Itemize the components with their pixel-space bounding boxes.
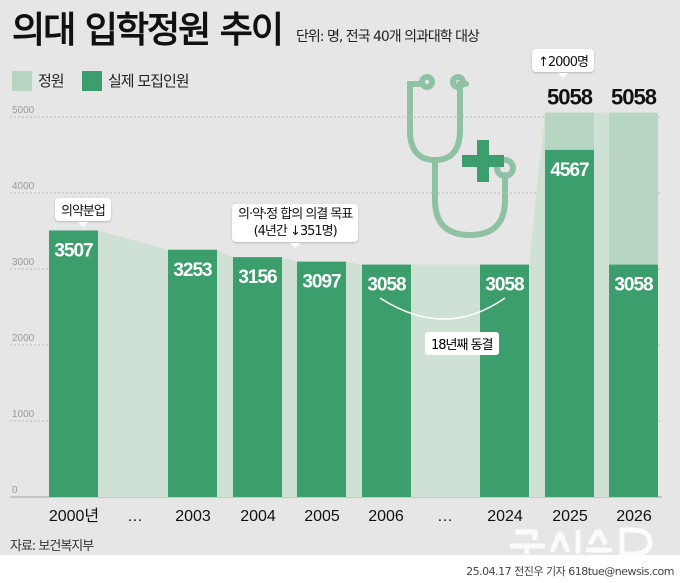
callout-increase: ↑2000명 — [532, 49, 594, 78]
bar-actual — [362, 264, 411, 497]
value-label-actual: 3097 — [302, 272, 341, 293]
bar-actual — [297, 261, 346, 497]
x-tick-label: 2025 — [552, 508, 588, 525]
x-tick-label: 2026 — [616, 508, 652, 525]
x-tick-label: 2005 — [304, 508, 340, 525]
x-tick-label: 2003 — [175, 508, 211, 525]
header: 의대 입학정원 추이 단위: 명, 전국 40개 의과대학 대상 — [12, 10, 480, 52]
y-tick-label: 5000 — [12, 105, 35, 116]
callout-agreement: 의·약·정 합의 의결 목표 (4년간 ↓351명) — [232, 204, 359, 248]
value-label-actual: 3058 — [485, 275, 524, 296]
legend-quota: 정원 — [12, 70, 65, 91]
x-tick-label: … — [437, 508, 453, 525]
x-tick-label: … — [127, 508, 143, 525]
bar-actual — [609, 264, 658, 497]
x-tick-label: 2000년 — [49, 507, 99, 525]
legend-swatch-actual — [82, 70, 102, 91]
y-tick-label: 0 — [12, 485, 18, 496]
y-tick-label: 1000 — [12, 409, 35, 420]
value-label-actual: 3156 — [238, 267, 277, 288]
bar-actual — [49, 230, 98, 497]
agreement-line1: 의·약·정 합의 의결 목표 — [238, 207, 353, 222]
bar-actual — [233, 257, 282, 497]
legend-label: 정원 — [38, 72, 65, 90]
bar-actual — [168, 249, 217, 497]
x-tick-label: 2004 — [240, 508, 276, 525]
legend-label: 실제 모집인원 — [108, 72, 190, 90]
bar-actual — [545, 149, 594, 497]
y-tick-label: 2000 — [12, 333, 35, 344]
frozen-arc — [379, 297, 506, 320]
footer — [0, 555, 680, 583]
agreement-line2: (4년간 ↓351명) — [253, 224, 338, 239]
bar-actual — [480, 264, 529, 497]
y-tick-label: 3000 — [12, 257, 35, 268]
stethoscope-icon — [407, 74, 516, 239]
value-label-actual: 3253 — [173, 260, 212, 281]
y-tick-label: 4000 — [12, 181, 35, 192]
value-label-actual: 3058 — [614, 275, 653, 296]
credit: 25.04.17 전진우 기자 618tue@newsis.com — [466, 565, 674, 578]
legend-actual: 실제 모집인원 — [82, 70, 190, 91]
callout-frozen: 18년째 동결 — [425, 332, 499, 355]
watermark-logo — [510, 527, 653, 557]
page-title: 의대 입학정원 추이 — [12, 10, 284, 51]
x-tick-label: 2006 — [368, 508, 404, 525]
callout-separation: 의약분업 — [55, 198, 111, 227]
value-label-actual: 3507 — [54, 240, 93, 261]
value-label-actual: 3058 — [367, 275, 406, 296]
value-label-quota: 5058 — [611, 85, 657, 110]
value-label-quota: 5058 — [547, 85, 593, 110]
value-label-actual: 4567 — [550, 160, 589, 181]
x-tick-label: 2024 — [487, 508, 523, 525]
source: 자료: 보건복지부 — [10, 539, 94, 554]
legend-swatch-quota — [12, 70, 32, 91]
unit-subtitle: 단위: 명, 전국 40개 의과대학 대상 — [296, 29, 480, 45]
